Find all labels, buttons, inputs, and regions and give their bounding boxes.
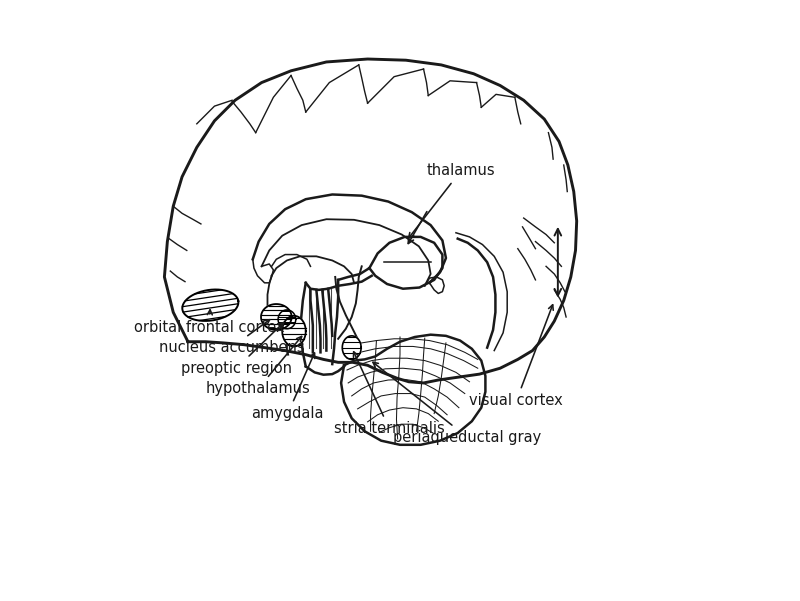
Polygon shape bbox=[342, 336, 361, 359]
Polygon shape bbox=[278, 310, 296, 329]
Text: stria terminalis: stria terminalis bbox=[334, 352, 445, 436]
Polygon shape bbox=[182, 290, 238, 321]
Text: amygdala: amygdala bbox=[251, 353, 324, 421]
Text: periaqueductal gray: periaqueductal gray bbox=[373, 362, 541, 445]
Text: visual cortex: visual cortex bbox=[470, 305, 563, 408]
Text: orbital frontal cortex: orbital frontal cortex bbox=[134, 310, 285, 335]
Text: thalamus: thalamus bbox=[409, 163, 495, 238]
Polygon shape bbox=[261, 304, 292, 330]
Text: nucleus accumbens: nucleus accumbens bbox=[158, 320, 304, 355]
Text: hypothalamus: hypothalamus bbox=[206, 337, 310, 396]
Polygon shape bbox=[282, 316, 306, 346]
Text: preoptic region: preoptic region bbox=[181, 323, 292, 376]
